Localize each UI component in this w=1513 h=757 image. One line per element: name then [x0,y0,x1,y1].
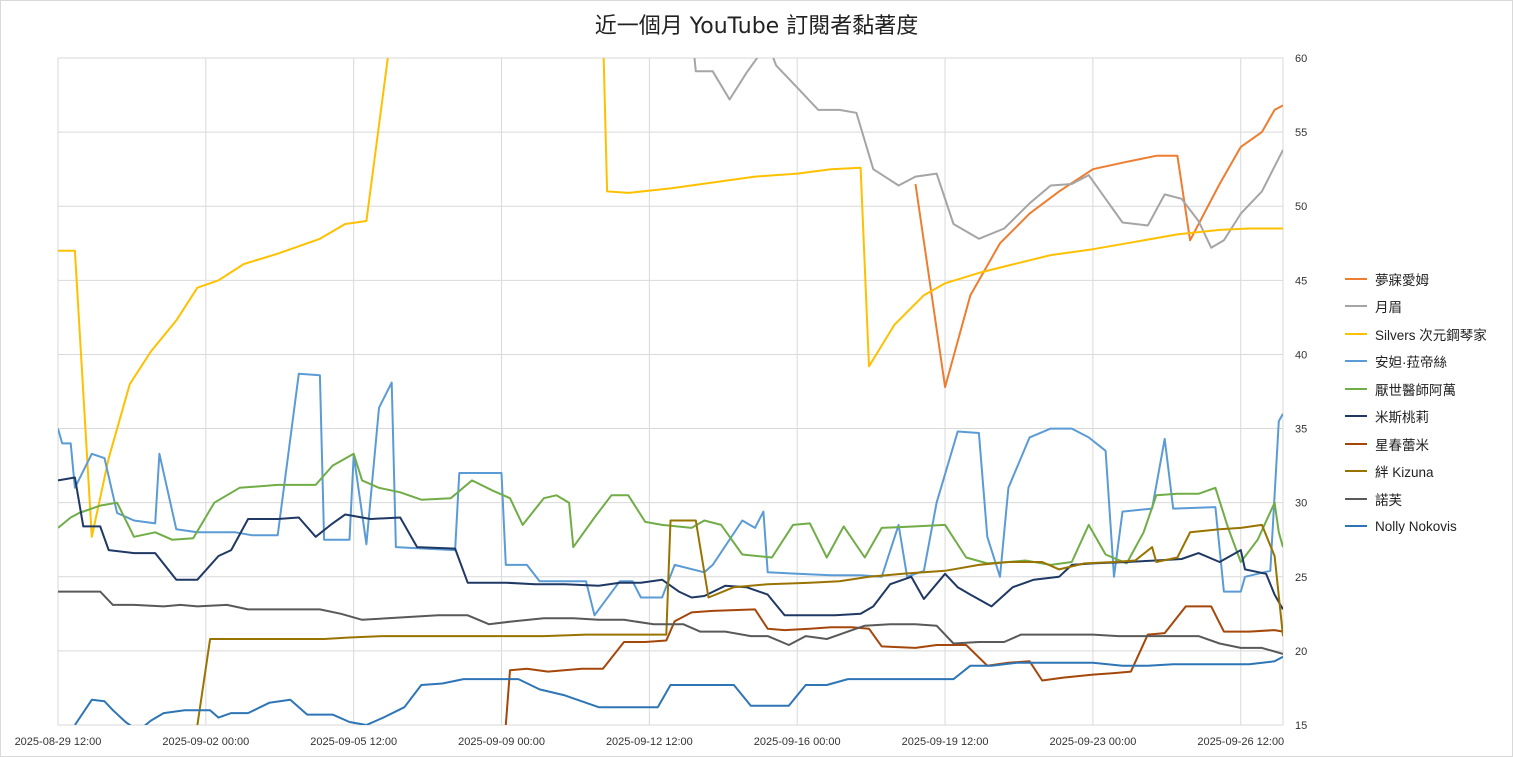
x-tick-label: 2025-08-29 12:00 [15,736,102,748]
y-tick-label: 55 [1295,127,1307,139]
y-tick-label: 20 [1295,646,1307,658]
legend-item: 月眉 [1345,293,1487,321]
legend-swatch [1345,525,1367,528]
x-tick-label: 2025-09-05 12:00 [310,736,397,748]
legend-swatch [1345,470,1367,473]
series-line-4 [58,372,1283,617]
series-line-1 [914,104,1283,389]
y-tick-label: 50 [1295,201,1307,213]
legend-item: 夢寐愛姆 [1345,265,1487,293]
y-tick-label: 35 [1295,424,1307,436]
legend-swatch [1345,360,1367,363]
legend-item: 絆 Kizuna [1345,458,1487,486]
legend-item: 米斯桃莉 [1345,403,1487,431]
series-line-5 [58,452,1283,566]
x-tick-label: 2025-09-02 00:00 [162,736,249,748]
legend-label: Nolly Nokovis [1375,518,1457,534]
series-line-7 [504,605,1283,725]
legend-swatch [1345,442,1367,445]
legend-item: 諾芙 [1345,485,1487,513]
legend-label: 星春蕾米 [1375,437,1429,453]
legend-item: Silvers 次元鋼琴家 [1345,320,1487,348]
legend-swatch [1345,415,1367,418]
legend-item: 厭世醫師阿萬 [1345,375,1487,403]
series-line-2 [693,58,1283,249]
axis-tick-labels: 15 20 25 30 35 40 45 50 55 60 2025-08-29 12:00 2025… [15,53,1308,748]
x-tick-label: 2025-09-19 12:00 [902,736,989,748]
x-tick-label: 2025-09-26 12:00 [1197,736,1284,748]
legend-swatch [1345,277,1367,280]
legend-label: 絆 Kizuna [1375,465,1434,481]
chart-title: 近一個月 YouTube 訂閱者黏著度 [594,14,919,39]
legend: 夢寐愛姆月眉 Silvers 次元鋼琴家 安妲·菈帝絲 厭世醫師阿萬 米斯桃莉星春蕾米絆… [1345,265,1487,540]
legend-label: 米斯桃莉 [1375,410,1429,426]
legend-swatch [1345,387,1367,390]
series-line-10 [74,655,1283,725]
legend-item: Nolly Nokovis [1345,513,1487,541]
series-line-3 [58,58,1283,538]
y-tick-label: 40 [1295,349,1307,361]
y-tick-label: 45 [1295,275,1307,287]
legend-item: 星春蕾米 [1345,430,1487,458]
legend-swatch [1345,497,1367,500]
legend-item: 安妲·菈帝絲 [1345,348,1487,376]
legend-label: 月眉 [1375,300,1402,316]
series-line-8 [196,519,1283,725]
series-lines [58,58,1283,725]
legend-label: Silvers 次元鋼琴家 [1375,327,1487,343]
y-tick-label: 25 [1295,572,1307,584]
x-tick-label: 2025-09-23 00:00 [1049,736,1136,748]
y-tick-label: 60 [1295,53,1307,65]
legend-label: 諾芙 [1375,492,1402,508]
legend-swatch [1345,305,1367,308]
legend-swatch [1345,332,1367,335]
legend-label: 厭世醫師阿萬 [1375,382,1456,398]
y-tick-label: 30 [1295,498,1307,510]
x-tick-label: 2025-09-09 00:00 [458,736,545,748]
legend-label: 夢寐愛姆 [1375,272,1429,288]
x-tick-label: 2025-09-12 12:00 [606,736,693,748]
legend-label: 安妲·菈帝絲 [1375,355,1447,371]
y-tick-label: 15 [1295,720,1307,732]
x-tick-label: 2025-09-16 00:00 [754,736,841,748]
series-line-9 [58,590,1283,655]
